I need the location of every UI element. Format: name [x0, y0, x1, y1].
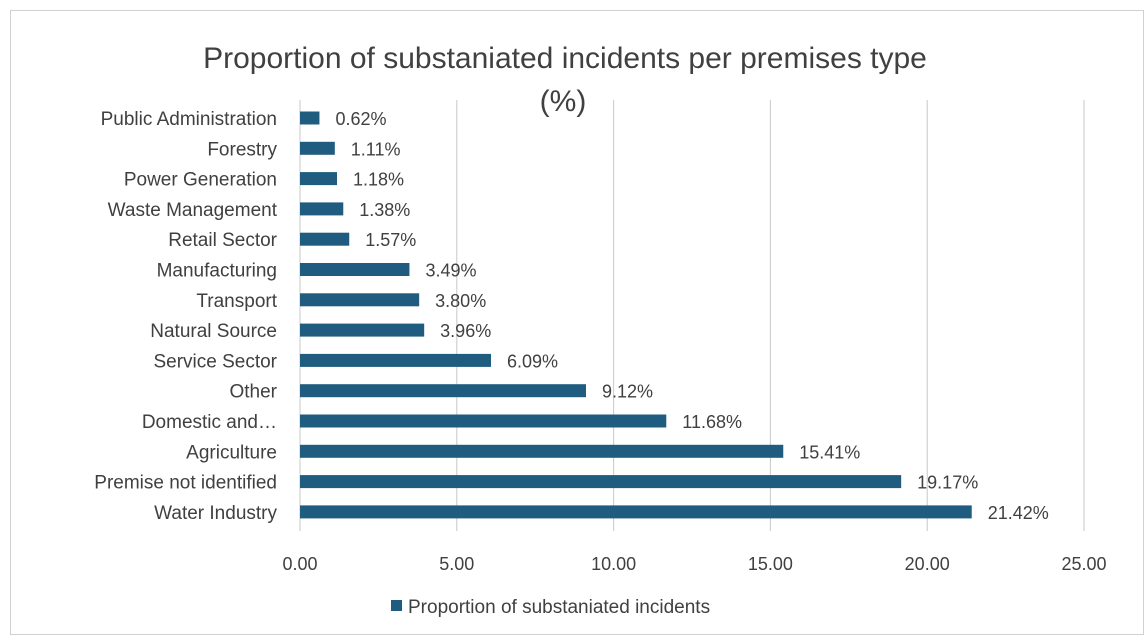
- category-label: Water Industry: [154, 503, 277, 524]
- data-label: 1.57%: [365, 230, 416, 250]
- bar: [300, 263, 410, 276]
- bar-series: [300, 111, 972, 519]
- x-tick-label: 5.00: [439, 554, 474, 574]
- gridlines: [299, 100, 1085, 531]
- data-label: 21.42%: [988, 503, 1049, 523]
- category-label: Manufacturing: [157, 261, 277, 282]
- bar: [300, 444, 784, 458]
- bar: [300, 111, 320, 125]
- category-label: Agriculture: [186, 442, 277, 463]
- category-label: Domestic and…: [142, 412, 277, 433]
- bar: [300, 141, 335, 155]
- bar: [300, 202, 344, 216]
- legend: Proportion of substaniated incidents: [391, 597, 710, 618]
- x-tick-label: 25.00: [1061, 554, 1106, 574]
- category-label: Transport: [196, 291, 277, 312]
- data-label: 15.41%: [799, 442, 860, 462]
- category-label: Natural Source: [150, 321, 277, 342]
- bar-chart: Proportion of substaniated incidents per…: [94, 42, 1106, 618]
- data-label: 1.11%: [351, 139, 401, 159]
- legend-label: Proportion of substaniated incidents: [408, 597, 710, 618]
- data-label: 3.80%: [435, 291, 486, 311]
- bar: [300, 172, 338, 186]
- x-tick-label: 20.00: [905, 554, 950, 574]
- category-label: Forestry: [207, 139, 277, 160]
- value-axis: 0.00 5.00 10.00 15.00 20.00 25.00: [282, 554, 1106, 574]
- x-tick-label: 0.00: [282, 554, 317, 574]
- data-label: 1.18%: [353, 170, 404, 190]
- data-label: 3.96%: [440, 321, 491, 341]
- category-label: Public Administration: [101, 109, 277, 130]
- category-label: Other: [229, 382, 277, 403]
- category-label: Premise not identified: [94, 473, 277, 494]
- category-label: Retail Sector: [168, 230, 277, 251]
- bar: [300, 414, 667, 428]
- x-tick-label: 10.00: [591, 554, 636, 574]
- data-label: 9.12%: [602, 382, 653, 402]
- legend-swatch: [391, 600, 402, 611]
- data-label: 0.62%: [335, 109, 386, 129]
- x-tick-label: 15.00: [748, 554, 793, 574]
- bar: [300, 475, 902, 489]
- bar: [300, 293, 420, 307]
- data-label: 11.68%: [682, 412, 742, 432]
- category-axis: Public Administration Forestry Power Gener…: [94, 109, 277, 524]
- chart-title: Proportion of substaniated incidents per…: [203, 42, 927, 75]
- data-label: 6.09%: [507, 351, 558, 371]
- chart-area: Proportion of substaniated incidents per…: [10, 10, 1144, 635]
- category-label: Power Generation: [124, 170, 277, 191]
- bar: [300, 353, 491, 367]
- data-labels: 0.62% 1.11% 1.18% 1.38% 1.57% 3.49% 3.80% 3.96%…: [335, 109, 1048, 523]
- data-label: 3.49%: [425, 261, 476, 281]
- data-label: 1.38%: [359, 200, 410, 220]
- data-label: 19.17%: [917, 473, 978, 493]
- category-label: Waste Management: [108, 200, 278, 221]
- bar: [300, 323, 425, 337]
- chart-title-unit: (%): [540, 85, 587, 118]
- bar: [300, 505, 972, 519]
- category-label: Service Sector: [153, 351, 277, 372]
- bar: [300, 232, 350, 246]
- bar: [300, 384, 587, 398]
